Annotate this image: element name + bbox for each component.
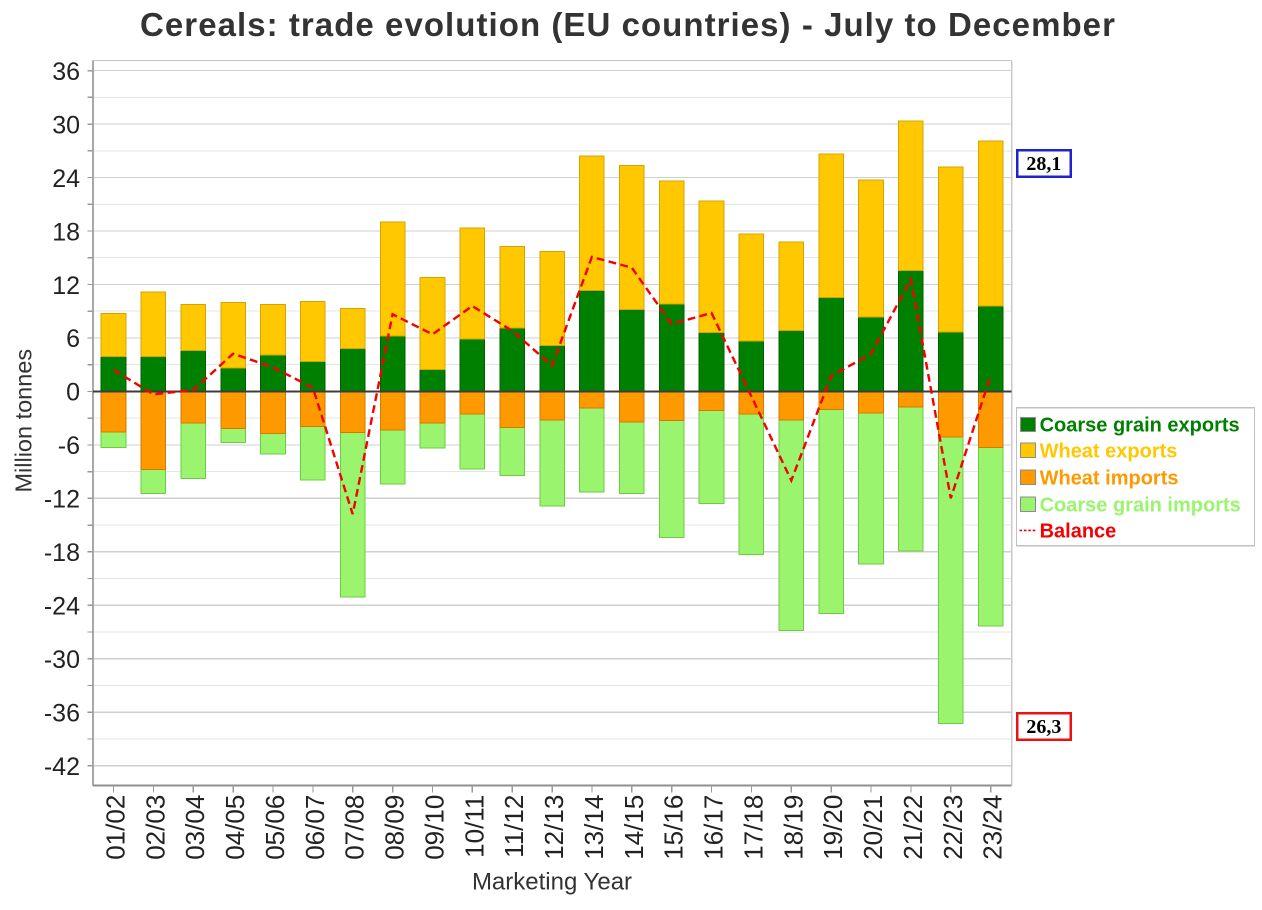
- svg-text:6: 6: [66, 325, 80, 353]
- svg-text:14/15: 14/15: [619, 795, 649, 860]
- svg-text:24: 24: [52, 165, 80, 193]
- svg-text:0: 0: [66, 379, 80, 407]
- svg-text:09/10: 09/10: [420, 795, 450, 860]
- svg-text:12: 12: [52, 272, 80, 300]
- svg-text:-36: -36: [44, 700, 80, 728]
- svg-text:13/14: 13/14: [579, 795, 609, 860]
- svg-text:12/13: 12/13: [539, 795, 569, 860]
- svg-text:10/11: 10/11: [459, 795, 489, 858]
- svg-text:-24: -24: [44, 593, 80, 621]
- svg-text:Million tonnes: Million tonnes: [11, 349, 37, 493]
- svg-text:01/02: 01/02: [101, 795, 131, 860]
- svg-text:07/08: 07/08: [340, 795, 370, 860]
- svg-text:16/17: 16/17: [699, 795, 729, 860]
- svg-text:Marketing Year: Marketing Year: [472, 869, 632, 896]
- svg-text:26,3: 26,3: [1026, 716, 1061, 738]
- svg-text:-6: -6: [58, 432, 80, 460]
- svg-text:18/19: 18/19: [778, 795, 808, 860]
- svg-text:36: 36: [52, 58, 80, 86]
- svg-text:-18: -18: [44, 539, 80, 567]
- svg-text:05/06: 05/06: [260, 795, 290, 860]
- svg-text:20/21: 20/21: [858, 795, 888, 860]
- svg-text:Wheat exports: Wheat exports: [1040, 440, 1178, 462]
- svg-text:Wheat imports: Wheat imports: [1040, 467, 1179, 489]
- svg-text:04/05: 04/05: [220, 795, 250, 860]
- svg-text:Coarse grain exports: Coarse grain exports: [1040, 415, 1240, 437]
- svg-text:-12: -12: [44, 486, 80, 514]
- svg-text:Cereals: trade evolution (EU c: Cereals: trade evolution (EU countries) …: [140, 6, 1116, 43]
- svg-text:Balance: Balance: [1040, 520, 1117, 542]
- svg-text:23/24: 23/24: [978, 795, 1008, 860]
- svg-text:15/16: 15/16: [659, 795, 689, 860]
- svg-text:19/20: 19/20: [818, 795, 848, 860]
- svg-text:02/03: 02/03: [140, 795, 170, 860]
- svg-text:-42: -42: [44, 753, 80, 781]
- svg-text:22/23: 22/23: [938, 795, 968, 860]
- svg-text:28,1: 28,1: [1026, 153, 1061, 175]
- svg-text:Coarse grain imports: Coarse grain imports: [1040, 494, 1241, 516]
- svg-text:-30: -30: [44, 646, 80, 674]
- svg-text:30: 30: [52, 111, 80, 139]
- svg-text:17/18: 17/18: [738, 795, 768, 860]
- svg-text:08/09: 08/09: [380, 795, 410, 860]
- svg-text:21/22: 21/22: [898, 795, 928, 860]
- svg-text:03/04: 03/04: [180, 795, 210, 860]
- svg-text:18: 18: [52, 218, 80, 246]
- svg-text:11/12: 11/12: [499, 795, 529, 858]
- svg-text:06/07: 06/07: [300, 795, 330, 860]
